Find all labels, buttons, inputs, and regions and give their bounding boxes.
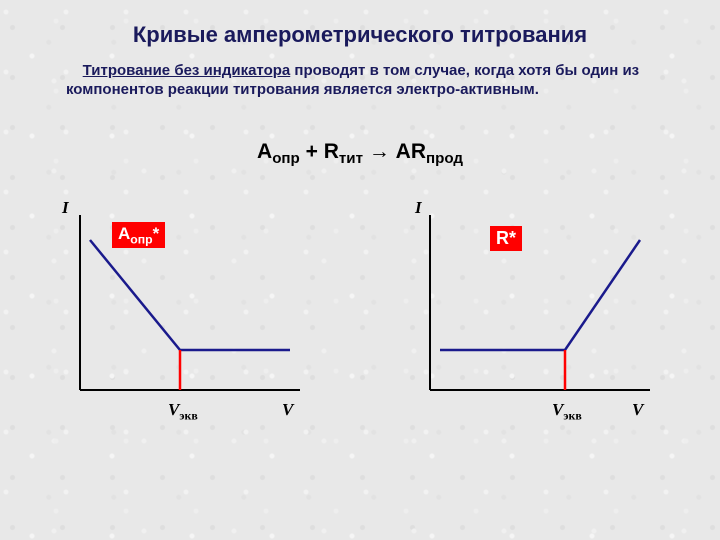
titration-curve xyxy=(440,240,640,350)
page-title: Кривые амперометрического титрования xyxy=(0,22,720,48)
axis-Vekv-left: Vэкв xyxy=(168,400,198,423)
titration-curve xyxy=(90,240,290,350)
chart-left xyxy=(50,200,310,420)
axis-Vekv-right: Vэкв xyxy=(552,400,582,423)
chart-right xyxy=(400,200,660,420)
axis-I-left: I xyxy=(62,198,69,218)
axis-I-right: I xyxy=(415,198,422,218)
axis-V-right: V xyxy=(632,400,643,420)
axis-V-left: V xyxy=(282,400,293,420)
intro-paragraph: Титрование без индикатора проводят в том… xyxy=(66,62,666,100)
slide-root: { "title": { "text": "Кривые амперометри… xyxy=(0,0,720,540)
reaction-equation: Aопр + Rтит → ARпрод xyxy=(0,140,720,167)
intro-underlined: Титрование без индикатора xyxy=(83,62,291,79)
